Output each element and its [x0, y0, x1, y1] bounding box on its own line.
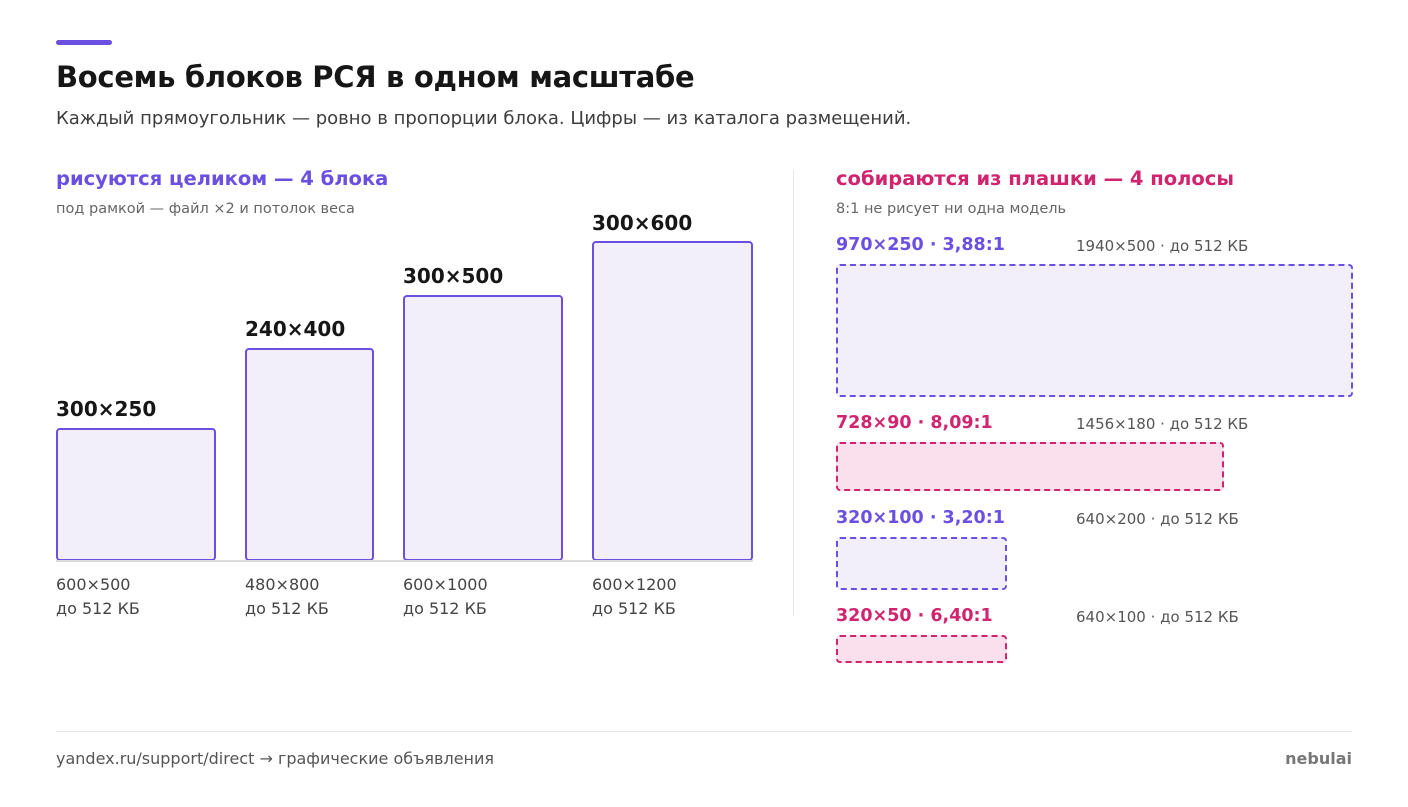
- strip-title-320x50: 320×50 · 6,40:1: [836, 606, 993, 626]
- block-file-300x250: 600×500: [56, 575, 131, 594]
- whole-blocks-note: под рамкой — файл ×2 и потолок веса: [56, 201, 355, 217]
- block-limit-300x500: до 512 КБ: [403, 599, 487, 618]
- strip-320x50: [836, 635, 1007, 663]
- footer-brand: nebulai: [1285, 749, 1352, 768]
- block-label-300x600: 300×600: [592, 211, 693, 235]
- accent-bar: [56, 40, 112, 45]
- whole-blocks-heading: рисуются целиком — 4 блока: [56, 167, 389, 190]
- block-label-300x250: 300×250: [56, 397, 157, 421]
- strip-file-970x250: 1940×500 · до 512 КБ: [1076, 237, 1249, 255]
- block-limit-240x400: до 512 КБ: [245, 599, 329, 618]
- block-file-300x500: 600×1000: [403, 575, 488, 594]
- block-limit-300x250: до 512 КБ: [56, 599, 140, 618]
- strip-file-320x100: 640×200 · до 512 КБ: [1076, 510, 1239, 528]
- strips-note: 8:1 не рисует ни одна модель: [836, 201, 1067, 217]
- footer-source: yandex.ru/support/direct → графические о…: [56, 749, 495, 768]
- block-label-300x500: 300×500: [403, 264, 504, 288]
- strips-heading: собираются из плашки — 4 полосы: [836, 167, 1234, 190]
- block-label-240x400: 240×400: [245, 317, 346, 341]
- strip-title-728x90: 728×90 · 8,09:1: [836, 413, 993, 433]
- block-300x500: [403, 295, 563, 561]
- block-limit-300x600: до 512 КБ: [592, 599, 676, 618]
- block-300x600: [592, 241, 753, 561]
- page-subtitle: Каждый прямоугольник — ровно в пропорции…: [56, 108, 912, 129]
- block-240x400: [245, 348, 374, 561]
- strip-file-728x90: 1456×180 · до 512 КБ: [1076, 415, 1249, 433]
- block-300x250: [56, 428, 216, 561]
- strip-title-970x250: 970×250 · 3,88:1: [836, 235, 1005, 255]
- block-file-300x600: 600×1200: [592, 575, 677, 594]
- strip-title-320x100: 320×100 · 3,20:1: [836, 508, 1005, 528]
- strip-728x90: [836, 442, 1224, 491]
- block-file-240x400: 480×800: [245, 575, 320, 594]
- strip-320x100: [836, 537, 1007, 590]
- page-title: Восемь блоков РСЯ в одном масштабе: [56, 60, 695, 94]
- strip-970x250: [836, 264, 1353, 397]
- blocks-baseline: [56, 560, 753, 562]
- footer-divider: [56, 731, 1352, 732]
- section-divider: [793, 170, 794, 616]
- strip-file-320x50: 640×100 · до 512 КБ: [1076, 608, 1239, 626]
